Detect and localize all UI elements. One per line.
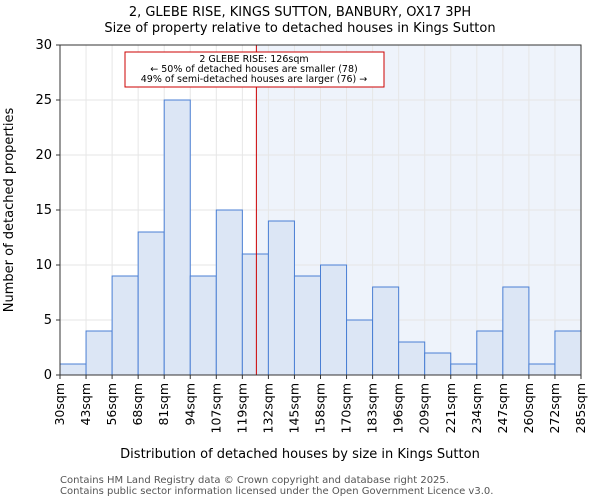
x-tick-label: 107sqm: [208, 383, 223, 433]
bar-81sqm: [163, 99, 191, 376]
y-tick-label: 20: [35, 148, 52, 163]
bar-196sqm: [398, 341, 426, 376]
y-tick-label: 15: [35, 203, 52, 218]
footer-line-1: Contains HM Land Registry data © Crown c…: [60, 475, 449, 486]
bar-209sqm: [424, 352, 452, 376]
bar-272sqm: [554, 330, 582, 376]
bar-119sqm: [241, 253, 269, 376]
x-tick-label: 43sqm: [78, 383, 93, 426]
bar-145sqm: [293, 275, 322, 376]
x-tick-label: 81sqm: [156, 383, 171, 426]
annotation-line-2: ← 50% of detached houses are smaller (78…: [150, 64, 357, 75]
y-tick-label: 25: [35, 93, 52, 108]
annotation-box: 2 GLEBE RISE: 126sqm ← 50% of detached h…: [124, 51, 385, 88]
bar-107sqm: [215, 209, 243, 376]
bar-247sqm: [502, 286, 530, 376]
bar-170sqm: [346, 319, 374, 376]
x-tick-label: 132sqm: [260, 383, 275, 433]
bar-56sqm: [111, 275, 139, 376]
y-tick-label: 10: [35, 258, 52, 273]
x-tick-label: 285sqm: [573, 383, 588, 433]
x-tick-label: 145sqm: [286, 383, 301, 433]
y-tick-label: 0: [44, 368, 52, 383]
bar-260sqm: [528, 363, 556, 376]
bar-132sqm: [267, 220, 295, 376]
chart-subtitle: Size of property relative to detached ho…: [104, 21, 495, 36]
bar-221sqm: [450, 363, 478, 376]
bar-94sqm: [189, 275, 217, 376]
chart-title: 2, GLEBE RISE, KINGS SUTTON, BANBURY, OX…: [129, 5, 471, 20]
x-tick-label: 260sqm: [521, 383, 536, 433]
x-tick-label: 158sqm: [313, 383, 328, 433]
x-tick-label: 68sqm: [130, 383, 145, 426]
x-tick-label: 30sqm: [52, 383, 67, 426]
bar-43sqm: [85, 330, 113, 376]
y-axis-label: Number of detached properties: [2, 108, 17, 313]
bar-68sqm: [137, 231, 165, 376]
bar-234sqm: [476, 330, 504, 376]
y-tick-label: 5: [44, 313, 52, 328]
x-tick-label: 234sqm: [469, 383, 484, 433]
x-tick-label: 272sqm: [547, 383, 562, 433]
x-tick-label: 209sqm: [417, 383, 432, 433]
footer-line-2: Contains public sector information licen…: [60, 486, 493, 497]
bar-30sqm: [59, 363, 87, 376]
x-tick-label: 170sqm: [339, 383, 354, 433]
x-tick-label: 94sqm: [182, 383, 197, 426]
y-tick-label: 30: [35, 38, 52, 53]
annotation-line-1: 2 GLEBE RISE: 126sqm: [199, 54, 308, 65]
x-tick-label: 183sqm: [365, 383, 380, 433]
annotation-line-3: 49% of semi-detached houses are larger (…: [141, 74, 368, 85]
x-tick-label: 221sqm: [443, 383, 458, 433]
x-axis-label: Distribution of detached houses by size …: [120, 447, 480, 462]
x-tick-label: 196sqm: [391, 383, 406, 433]
x-tick-label: 119sqm: [234, 383, 249, 433]
bar-183sqm: [372, 286, 400, 376]
bar-158sqm: [320, 264, 348, 376]
x-tick-label: 247sqm: [495, 383, 510, 433]
x-tick-label: 56sqm: [104, 383, 119, 426]
